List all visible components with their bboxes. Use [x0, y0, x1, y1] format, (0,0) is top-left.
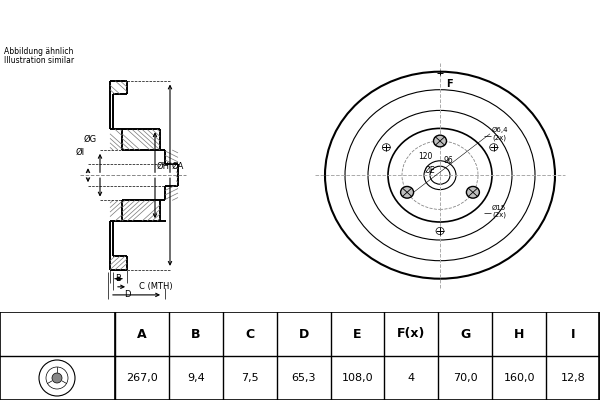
Text: (2x): (2x) — [492, 134, 506, 141]
Text: 9,4: 9,4 — [187, 373, 205, 383]
Text: 65,3: 65,3 — [292, 373, 316, 383]
Text: 4: 4 — [408, 373, 415, 383]
Circle shape — [52, 373, 62, 383]
Text: B: B — [191, 328, 200, 340]
Text: F(x): F(x) — [397, 328, 425, 340]
Text: Abbildung ähnlich: Abbildung ähnlich — [4, 47, 73, 56]
Text: 70,0: 70,0 — [453, 373, 478, 383]
Text: D: D — [298, 328, 309, 340]
Text: G: G — [460, 328, 470, 340]
Text: 12,8: 12,8 — [560, 373, 586, 383]
Text: ØI: ØI — [76, 148, 85, 157]
Text: ØG: ØG — [84, 135, 97, 144]
Text: D: D — [124, 290, 131, 299]
Text: (2x): (2x) — [492, 212, 506, 218]
Text: Ø15: Ø15 — [492, 204, 506, 210]
Text: ØH: ØH — [157, 162, 170, 171]
Text: 267,0: 267,0 — [126, 373, 158, 383]
Text: 96: 96 — [443, 156, 453, 165]
Text: ØE: ØE — [425, 166, 436, 174]
Text: C: C — [245, 328, 254, 340]
Circle shape — [401, 186, 413, 198]
Text: 120: 120 — [418, 152, 432, 161]
Text: C (MTH): C (MTH) — [139, 282, 173, 291]
Text: B: B — [116, 274, 121, 283]
Text: A: A — [137, 328, 147, 340]
Text: 160,0: 160,0 — [503, 373, 535, 383]
Circle shape — [433, 135, 446, 147]
Text: E: E — [353, 328, 362, 340]
Circle shape — [466, 186, 479, 198]
Text: I: I — [571, 328, 575, 340]
Text: Illustration similar: Illustration similar — [4, 56, 74, 65]
Text: 24.0109-0101.1    409101: 24.0109-0101.1 409101 — [140, 11, 460, 31]
Text: 7,5: 7,5 — [241, 373, 259, 383]
Text: F: F — [446, 79, 452, 89]
Text: Ø6,4: Ø6,4 — [492, 127, 509, 133]
Text: 108,0: 108,0 — [341, 373, 373, 383]
Text: H: H — [514, 328, 524, 340]
Text: ØA: ØA — [172, 162, 184, 171]
